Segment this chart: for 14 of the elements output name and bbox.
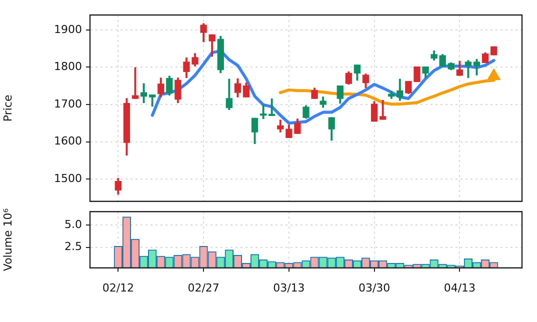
y-axis-title: Volume 10⁶ — [1, 208, 14, 272]
x-tick-label: 02/27 — [188, 281, 220, 294]
y-tick-label: 1800 — [54, 60, 82, 74]
y-tick-label: 1500 — [54, 172, 82, 185]
x-tick-label: 03/13 — [273, 281, 305, 294]
x-tick-label: 02/12 — [102, 281, 134, 294]
x-tick-label: 03/30 — [358, 281, 390, 294]
y-tick-label: 5.0 — [64, 218, 82, 231]
y-tick-label: 1900 — [54, 22, 82, 36]
x-tick-label: 04/13 — [444, 281, 476, 294]
y-tick-label: 1600 — [54, 134, 82, 148]
y-axis-title: Price — [1, 94, 14, 122]
y-tick-label: 2.5 — [64, 240, 82, 254]
y-tick-label: 1700 — [54, 97, 82, 110]
